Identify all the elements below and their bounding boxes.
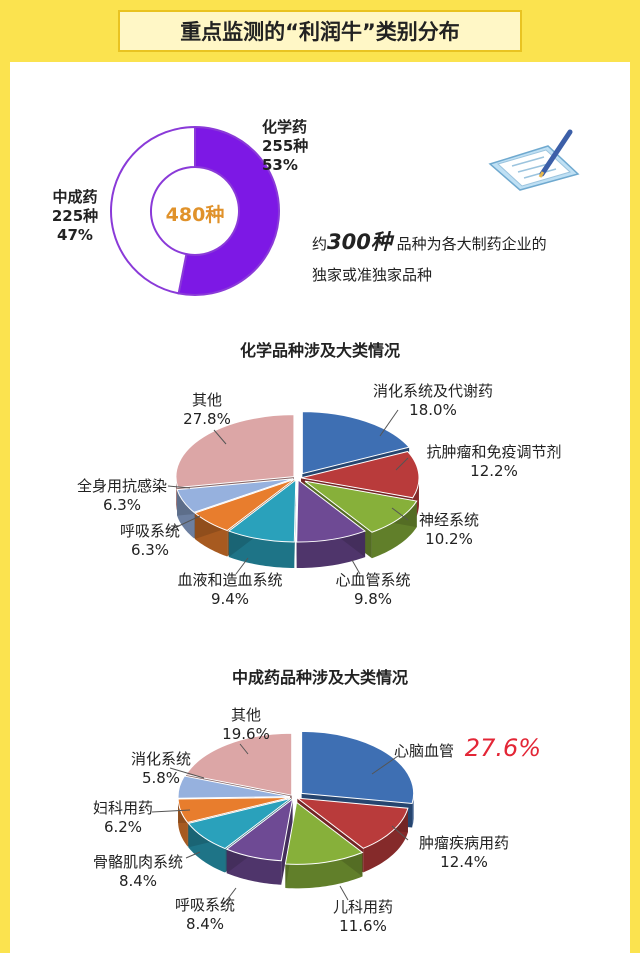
pie-slice-2-4 [187, 797, 292, 850]
tcm-label-digestive: 消化系统 5.8% [130, 750, 191, 787]
donut-slice-1 [110, 125, 196, 295]
leader-line-11 [223, 887, 237, 905]
pie-slice-1-0 [301, 411, 411, 475]
leader-line-12 [185, 851, 201, 859]
tcm-chart-title: 中成药品种涉及大类情况 [231, 668, 408, 687]
slice-side-2-1 [363, 808, 408, 873]
chem-name: 化学药 [262, 118, 308, 136]
tcm-total-label: 中成药 225种 47% [40, 188, 110, 245]
leader-line-1 [395, 457, 409, 471]
left-border [0, 62, 10, 953]
tcm-label-musculoskeletal: 骨骼肌肉系统 8.4% [92, 853, 183, 890]
chem-label-cardio: 心血管系统 9.8% [335, 571, 411, 608]
pie-slice-2-3 [225, 797, 294, 862]
chem-label-respiratory: 呼吸系统 6.3% [119, 522, 180, 559]
pie-slice-1-4 [227, 478, 297, 543]
exclusive-note-line1: 约300种 品种为各大制药企业的 [312, 226, 547, 256]
pie-slice-2-1 [295, 797, 409, 849]
pie-slice-1-1 [300, 450, 420, 499]
title-banner: 重点监测的“利润牛”类别分布 [118, 10, 522, 52]
chem-label-anti-infective: 全身用抗感染 6.3% [76, 477, 167, 514]
pie-slice-1-7 [175, 414, 295, 489]
leader-line-2 [391, 507, 409, 521]
leader-line-8 [371, 755, 399, 775]
exclusive-note-line2: 独家或准独家品种 [312, 266, 433, 284]
tcm-percent: 47% [57, 226, 93, 244]
tcm-label-pediatric: 儿科用药 11.6% [332, 898, 393, 935]
pie-slice-2-6 [177, 775, 291, 799]
note-suffix: 品种为各大制药企业的 [396, 235, 547, 253]
document-pen-icon [488, 129, 580, 191]
pie-slice-1-2 [304, 480, 418, 533]
pie-slice-2-2 [284, 801, 364, 865]
donut-slice-0 [177, 125, 280, 296]
tcm-label-respiratory: 呼吸系统 8.4% [174, 896, 235, 933]
tcm-count: 225种 [51, 207, 99, 225]
pie-slice-2-0 [301, 730, 415, 805]
pie-slice-2-5 [177, 796, 291, 824]
tcm-label-cardio: 心脑血管 27.6% [394, 734, 542, 762]
chem-label-antitumor: 抗肿瘤和免疫调节剂 12.2% [426, 443, 562, 480]
leader-line-13 [151, 809, 191, 813]
leader-line-10 [339, 885, 349, 901]
donut-center-label: 480种 [165, 204, 225, 226]
chem-label-digestive: 消化系统及代谢药 18.0% [372, 382, 493, 419]
chem-percent: 53% [262, 156, 298, 174]
pie-slice-1-5 [193, 478, 295, 532]
note-prefix: 约 [312, 235, 328, 253]
tcm-label-other: 其他 19.6% [222, 706, 270, 743]
pie-slice-1-3 [296, 479, 367, 543]
chem-chart-title: 化学品种涉及大类情况 [239, 341, 400, 360]
chem-label-blood: 血液和造血系统 9.4% [177, 571, 283, 608]
leader-line-5 [169, 515, 201, 531]
pie-slice-1-6 [176, 478, 294, 513]
note-number: 300种 [327, 230, 392, 254]
leader-line-3 [351, 559, 361, 575]
leader-line-4 [235, 557, 249, 575]
tcm-label-gynecology: 妇科用药 6.2% [92, 799, 153, 836]
leader-line-15 [239, 743, 249, 755]
chem-label-nervous: 神经系统 10.2% [418, 511, 479, 548]
tcm-label-cardio-value: 27.6% [464, 734, 542, 762]
leader-line-0 [379, 409, 399, 437]
chem-count: 255种 [262, 137, 309, 155]
leader-line-9 [391, 825, 409, 841]
tcm-name: 中成药 [52, 188, 98, 206]
leader-line-14 [169, 767, 205, 779]
page-title: 重点监测的“利润牛”类别分布 [180, 20, 460, 44]
chem-total-label: 化学药 255种 53% [262, 118, 332, 175]
leader-line-6 [167, 485, 191, 489]
chem-label-other: 其他 27.8% [183, 391, 231, 428]
right-border [630, 62, 640, 953]
leader-line-7 [213, 429, 227, 445]
pie-slice-2-7 [185, 732, 293, 796]
tcm-label-tumor: 肿瘤疾病用药 12.4% [418, 834, 509, 871]
